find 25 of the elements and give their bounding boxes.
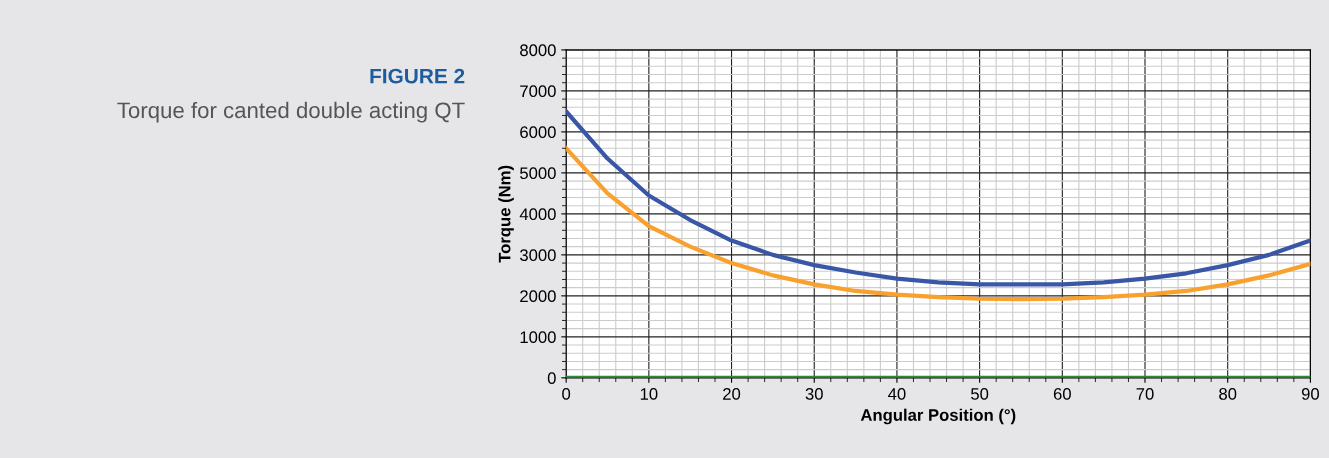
x-tick-label: 50: [971, 388, 989, 400]
x-tick-label: 30: [805, 388, 823, 400]
y-tick-label: 2000: [520, 290, 556, 303]
y-tick-label: 0: [547, 372, 556, 385]
x-tick-label: 10: [640, 388, 658, 400]
y-tick-label: 1000: [520, 331, 556, 344]
line-series: [566, 109, 1311, 287]
y-tick-label: 7000: [520, 85, 556, 98]
text: FIGURE 2: [370, 68, 465, 84]
y-tick-label: 8000: [520, 44, 556, 57]
x-axis-title: Angular Position (°): [860, 408, 1016, 425]
line-series: [566, 146, 1311, 302]
y-axis-title: Torque (Nm): [498, 165, 514, 263]
x-tick-label: 70: [1136, 388, 1154, 400]
y-tick-label: 3000: [519, 249, 556, 262]
y-tick-label: 5000: [520, 167, 556, 180]
x-tick-label: 90: [1301, 388, 1320, 400]
text: Torque for canted double acting QT: [117, 101, 465, 123]
x-tick-label: 60: [1053, 388, 1071, 400]
y-tick-label: 4000: [519, 208, 556, 221]
x-tick-label: 20: [723, 388, 741, 400]
y-tick-label: 6000: [520, 126, 556, 139]
x-tick-label: 80: [1219, 388, 1237, 400]
x-tick-label: 40: [888, 388, 906, 400]
x-tick-label: 0: [562, 388, 571, 400]
